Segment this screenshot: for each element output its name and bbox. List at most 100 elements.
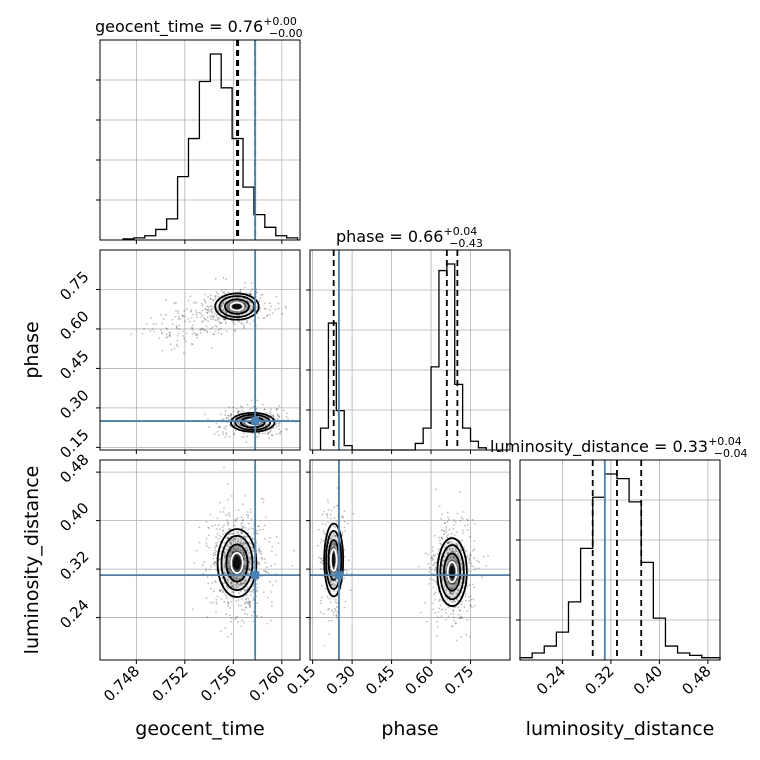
sample-point [329, 580, 332, 582]
sample-point [227, 291, 230, 294]
sample-point [206, 616, 209, 618]
sample-point [455, 542, 458, 545]
sample-point [191, 327, 194, 329]
sample-point [141, 333, 144, 335]
sample-point [246, 549, 248, 552]
sample-point [214, 560, 217, 563]
sample-point [228, 571, 231, 574]
sample-point [195, 334, 198, 337]
sample-point [230, 532, 232, 535]
sample-point [221, 526, 224, 529]
sample-point [433, 593, 436, 596]
sample-point [466, 585, 469, 587]
sample-point [332, 613, 335, 616]
sample-point [191, 333, 194, 335]
sample-point [227, 544, 229, 547]
sample-point [232, 591, 235, 594]
sample-point [229, 541, 231, 544]
sample-point [261, 552, 263, 555]
sample-point [216, 532, 219, 535]
sample-point [215, 568, 218, 571]
sample-point [446, 563, 449, 566]
sample-point [221, 303, 224, 306]
sample-point [284, 305, 287, 308]
sample-point [335, 534, 338, 537]
sample-point [195, 311, 198, 314]
sample-point [322, 613, 325, 615]
sample-point [256, 399, 259, 402]
sample-point [227, 635, 229, 638]
sample-point [214, 551, 216, 554]
sample-point [320, 599, 322, 602]
sample-point [272, 414, 274, 416]
truth-marker [251, 417, 260, 426]
sample-point [168, 334, 171, 337]
sample-point [227, 567, 230, 570]
sample-point [223, 571, 226, 574]
sample-point [229, 541, 232, 544]
sample-point [178, 324, 181, 327]
sample-point [446, 536, 449, 539]
sample-point [236, 531, 239, 534]
sample-point [461, 532, 464, 534]
sample-point [229, 415, 232, 417]
sample-point [224, 410, 227, 412]
sample-point [228, 309, 231, 312]
sample-point [454, 558, 457, 561]
sample-point [435, 561, 438, 564]
sample-point [225, 278, 227, 281]
sample-point [251, 537, 254, 540]
sample-point [460, 576, 463, 579]
sample-point [447, 541, 449, 544]
sample-point [240, 551, 243, 554]
sample-point [250, 543, 252, 545]
sample-point [331, 525, 334, 528]
sample-point [209, 513, 212, 516]
sample-point [213, 564, 216, 566]
sample-point [239, 590, 242, 593]
sample-point [215, 528, 218, 530]
sample-point [243, 302, 246, 304]
sample-point [435, 488, 438, 491]
sample-point [249, 407, 252, 410]
sample-point [227, 567, 230, 570]
sample-point [265, 411, 268, 414]
sample-point [258, 300, 261, 303]
sample-point [170, 349, 173, 352]
sample-point [278, 415, 281, 418]
sample-point [228, 512, 231, 514]
sample-point [215, 611, 217, 614]
sample-point [207, 305, 210, 308]
sample-point [240, 523, 243, 525]
sample-point [469, 604, 472, 607]
sample-point [230, 543, 232, 545]
sample-point [174, 302, 177, 305]
sample-point [220, 305, 223, 308]
sample-point [327, 608, 329, 611]
truth-marker [251, 571, 260, 580]
sample-point [251, 614, 254, 617]
sample-point [343, 526, 346, 529]
sample-point [331, 609, 333, 612]
sample-point [455, 622, 457, 625]
sample-point [451, 579, 454, 581]
sample-point [480, 576, 483, 578]
sample-point [205, 521, 208, 523]
sample-point [242, 543, 245, 546]
sample-point [424, 601, 427, 604]
sample-point [450, 592, 452, 594]
sample-point [346, 572, 349, 575]
sample-point [203, 561, 205, 563]
sample-point [225, 425, 228, 428]
sample-point [449, 592, 452, 595]
sample-point [223, 563, 226, 566]
contour-level-3 [216, 528, 258, 598]
sample-point [160, 313, 162, 316]
sample-point [219, 511, 222, 513]
contour-level-0 [230, 551, 244, 575]
sample-point [243, 286, 246, 289]
sample-point [255, 291, 258, 294]
sample-point [211, 525, 214, 527]
sample-point [213, 295, 216, 297]
sample-point [233, 547, 236, 549]
